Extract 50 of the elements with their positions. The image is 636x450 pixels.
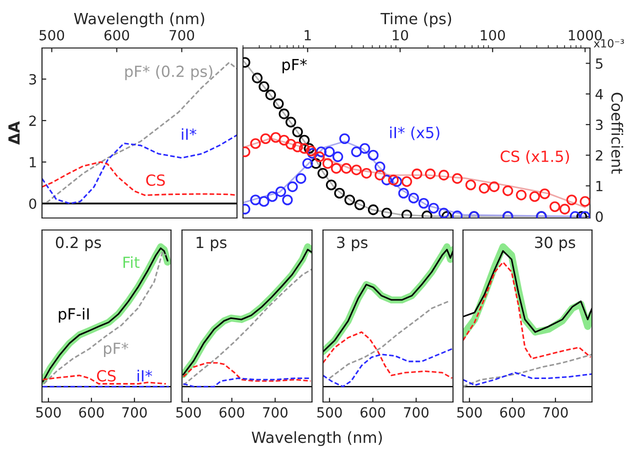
series-label: iI*	[138, 370, 152, 382]
x-tick-label: 600	[500, 407, 525, 418]
text: x10⁻³	[594, 39, 624, 48]
series-label: iI* (x5)	[390, 126, 440, 140]
x-tick-label: 500	[36, 407, 61, 418]
series-label: pF*	[104, 342, 128, 358]
x-tick-label: 600	[104, 30, 130, 40]
y-tick-label: 3	[596, 120, 603, 130]
x-tick-label: 1000	[568, 30, 602, 40]
x-axis-title: Wavelength (nm)	[74, 12, 204, 28]
series-label: Fit	[123, 256, 140, 268]
x-tick-label: 500	[457, 407, 482, 418]
x-tick-label: 600	[360, 407, 386, 418]
series-label: CS	[146, 174, 165, 186]
x-axis-title: Time (ps)	[380, 12, 452, 28]
annotation: 3 ps	[337, 236, 368, 252]
x-tick-label: 700	[170, 30, 194, 40]
x-tick-label: 600	[79, 407, 104, 418]
x-axis-title: Wavelength (nm)	[252, 431, 382, 446]
series-label: pF*	[282, 58, 307, 74]
annotation: 30 ps	[535, 236, 576, 252]
y-axis-title: Coefficient	[611, 92, 624, 174]
x-tick-label: 100	[480, 30, 505, 40]
x-tick-label: 700	[263, 407, 288, 418]
x-tick-label: 700	[404, 407, 428, 418]
x-tick-label: 10	[392, 30, 408, 40]
x-tick-label: 500	[317, 407, 342, 418]
y-tick-label: 5	[596, 58, 602, 69]
y-tick-label: 2	[29, 116, 36, 126]
series-label: pF* (0.2 ps)	[125, 65, 212, 80]
x-tick-label: 1	[304, 30, 311, 40]
series-label: CS (x1.5)	[500, 150, 569, 164]
x-tick-label: 500	[176, 407, 201, 418]
y-tick-label: 0	[29, 198, 36, 209]
y-tick-label: 1	[596, 180, 602, 192]
x-tick-label: 700	[122, 407, 147, 418]
x-tick-label: 700	[543, 407, 568, 418]
series-label: iI*	[182, 128, 196, 140]
x-tick-label: 500	[40, 30, 64, 40]
y-tick-label: 0	[596, 211, 603, 222]
series-label: pF-iI	[58, 308, 89, 323]
y-axis-title: ΔA	[8, 121, 20, 145]
y-tick-label: 2	[596, 150, 602, 160]
annotation: 0.2 ps	[56, 236, 101, 252]
y-tick-label: 1	[30, 157, 36, 168]
annotation: 1 ps	[196, 236, 226, 252]
x-tick-label: 600	[220, 407, 244, 418]
y-tick-label: 4	[596, 89, 603, 100]
series-label: CS	[97, 370, 116, 382]
y-tick-label: 3	[29, 74, 36, 85]
